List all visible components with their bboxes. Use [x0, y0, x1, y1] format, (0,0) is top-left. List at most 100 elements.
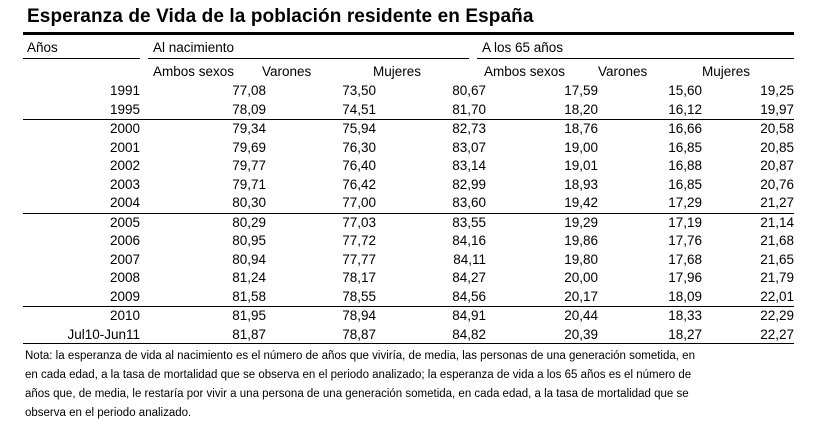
value-cell: 20,00 — [564, 270, 598, 285]
value-cell: 78,55 — [342, 288, 376, 304]
value-cell: 77,03 — [266, 212, 376, 232]
year-cell: 2000 — [23, 119, 140, 139]
value-cell: 84,16 — [452, 233, 486, 248]
table-row: 2004 80,30 77,00 83,60 19,42 17,29 21,27 — [23, 194, 794, 213]
value-cell: 18,76 — [486, 119, 598, 139]
header-a-los-65: A los 65 años — [482, 40, 564, 55]
value-cell: 84,11 — [453, 251, 486, 267]
value-cell: 19,97 — [760, 101, 794, 117]
value-cell: 79,34 — [140, 119, 266, 139]
table-row: 2003 79,71 76,42 82,99 18,93 16,85 20,76 — [23, 176, 794, 195]
year-cell: 2003 — [109, 176, 140, 192]
year-cell: Jul10-Jun11 — [67, 326, 140, 342]
title-divider — [23, 32, 794, 35]
year-cell: 1991 — [109, 83, 140, 98]
value-cell: 18,09 — [668, 288, 702, 304]
value-cell: 19,01 — [564, 158, 598, 173]
table-row: Jul10-Jun11 81,87 78,87 84,82 20,39 18,27 22,2… — [23, 326, 794, 345]
value-cell: 81,70 — [452, 101, 486, 117]
value-cell: 19,80 — [564, 251, 598, 267]
value-cell: 17,29 — [668, 195, 702, 210]
value-cell: 20,17 — [564, 288, 598, 304]
page-title: Esperanza de Vida de la población reside… — [27, 6, 534, 27]
table-row: 2000 79,34 75,94 82,73 18,76 16,66 20,58 — [23, 119, 794, 139]
value-cell: 21,68 — [760, 233, 794, 248]
value-cell: 18,33 — [598, 306, 702, 326]
value-cell: 78,17 — [342, 270, 376, 285]
subheader-mujeres-nac: Mujeres — [373, 64, 422, 79]
year-cell: 2009 — [109, 288, 140, 304]
value-cell: 19,42 — [564, 195, 598, 210]
value-cell: 21,14 — [702, 212, 794, 232]
value-cell: 84,56 — [452, 288, 486, 304]
life-expectancy-table: 1991 77,08 73,50 80,67 17,59 15,60 19,25 1995 78… — [23, 82, 794, 344]
table-row: 2010 81,95 78,94 84,91 20,44 18,33 22,29 — [23, 306, 794, 326]
value-cell: 77,08 — [232, 83, 266, 98]
table-row: 2001 79,69 76,30 83,07 19,00 16,85 20,85 — [23, 139, 794, 158]
value-cell: 79,69 — [232, 139, 266, 155]
year-cell: 2010 — [23, 306, 140, 326]
table-row: 1991 77,08 73,50 80,67 17,59 15,60 19,25 — [23, 82, 794, 101]
value-cell: 77,77 — [342, 251, 376, 267]
footnote: Nota: la esperanza de vida al nacimiento… — [25, 347, 795, 423]
value-cell: 80,95 — [232, 233, 266, 248]
table-row: 1995 78,09 74,51 81,70 18,20 16,12 19,97 — [23, 101, 794, 120]
table-row: 2008 81,24 78,17 84,27 20,00 17,96 21,79 — [23, 269, 794, 288]
value-cell: 19,86 — [564, 233, 598, 248]
value-cell: 79,71 — [232, 176, 266, 192]
value-cell: 76,30 — [342, 139, 376, 155]
year-cell: 2001 — [109, 139, 140, 155]
value-cell: 84,27 — [452, 270, 486, 285]
value-cell: 81,24 — [232, 270, 266, 285]
header-al-nacimiento: Al nacimiento — [153, 40, 235, 55]
footnote-line: años que, de media, le restaría por vivi… — [25, 388, 689, 400]
value-cell: 83,14 — [452, 158, 486, 173]
value-cell: 19,25 — [760, 83, 794, 98]
table-row: 2007 80,94 77,77 84,11 19,80 17,68 21,65 — [23, 251, 794, 270]
table-row: 2009 81,58 78,55 84,56 20,17 18,09 22,01 — [23, 288, 794, 307]
subheader-ambos-65: Ambos sexos — [484, 64, 566, 79]
value-cell: 76,40 — [342, 158, 376, 173]
subheader-varones-nac: Varones — [262, 64, 312, 79]
value-cell: 16,85 — [668, 139, 702, 155]
value-cell: 80,67 — [452, 83, 486, 98]
value-cell: 81,58 — [232, 288, 266, 304]
value-cell: 17,96 — [668, 270, 702, 285]
year-cell: 2002 — [109, 158, 140, 173]
value-cell: 21,65 — [760, 251, 794, 267]
value-cell: 16,12 — [668, 101, 702, 117]
header-rule-anos — [23, 58, 140, 59]
table-bottom-rule — [23, 343, 794, 344]
value-cell: 21,27 — [760, 195, 794, 210]
value-cell: 84,82 — [452, 326, 486, 342]
value-cell: 21,79 — [760, 270, 794, 285]
value-cell: 83,60 — [452, 195, 486, 210]
value-cell: 20,39 — [564, 326, 598, 342]
value-cell: 75,94 — [266, 119, 376, 139]
header-rule-65 — [477, 58, 794, 59]
value-cell: 18,20 — [564, 101, 598, 117]
value-cell: 17,19 — [598, 212, 702, 232]
subheader-mujeres-65: Mujeres — [702, 64, 751, 79]
footnote-line: observa en el periodo analizado. — [25, 407, 192, 419]
value-cell: 17,68 — [668, 251, 702, 267]
value-cell: 17,59 — [564, 83, 598, 98]
value-cell: 17,76 — [668, 233, 702, 248]
value-cell: 83,07 — [452, 139, 486, 155]
value-cell: 78,09 — [232, 101, 266, 117]
value-cell: 78,94 — [266, 306, 376, 326]
year-cell: 2005 — [23, 212, 140, 232]
value-cell: 83,55 — [376, 212, 486, 232]
value-cell: 18,93 — [564, 176, 598, 192]
value-cell: 80,29 — [140, 212, 266, 232]
value-cell: 77,72 — [342, 233, 376, 248]
value-cell: 79,77 — [232, 158, 266, 173]
value-cell: 74,51 — [342, 101, 376, 117]
value-cell: 19,29 — [486, 212, 598, 232]
value-cell: 80,30 — [232, 195, 266, 210]
value-cell: 20,44 — [486, 306, 598, 326]
value-cell: 73,50 — [342, 83, 376, 98]
value-cell: 20,87 — [760, 158, 794, 173]
value-cell: 80,94 — [232, 251, 266, 267]
year-cell: 2008 — [109, 270, 140, 285]
